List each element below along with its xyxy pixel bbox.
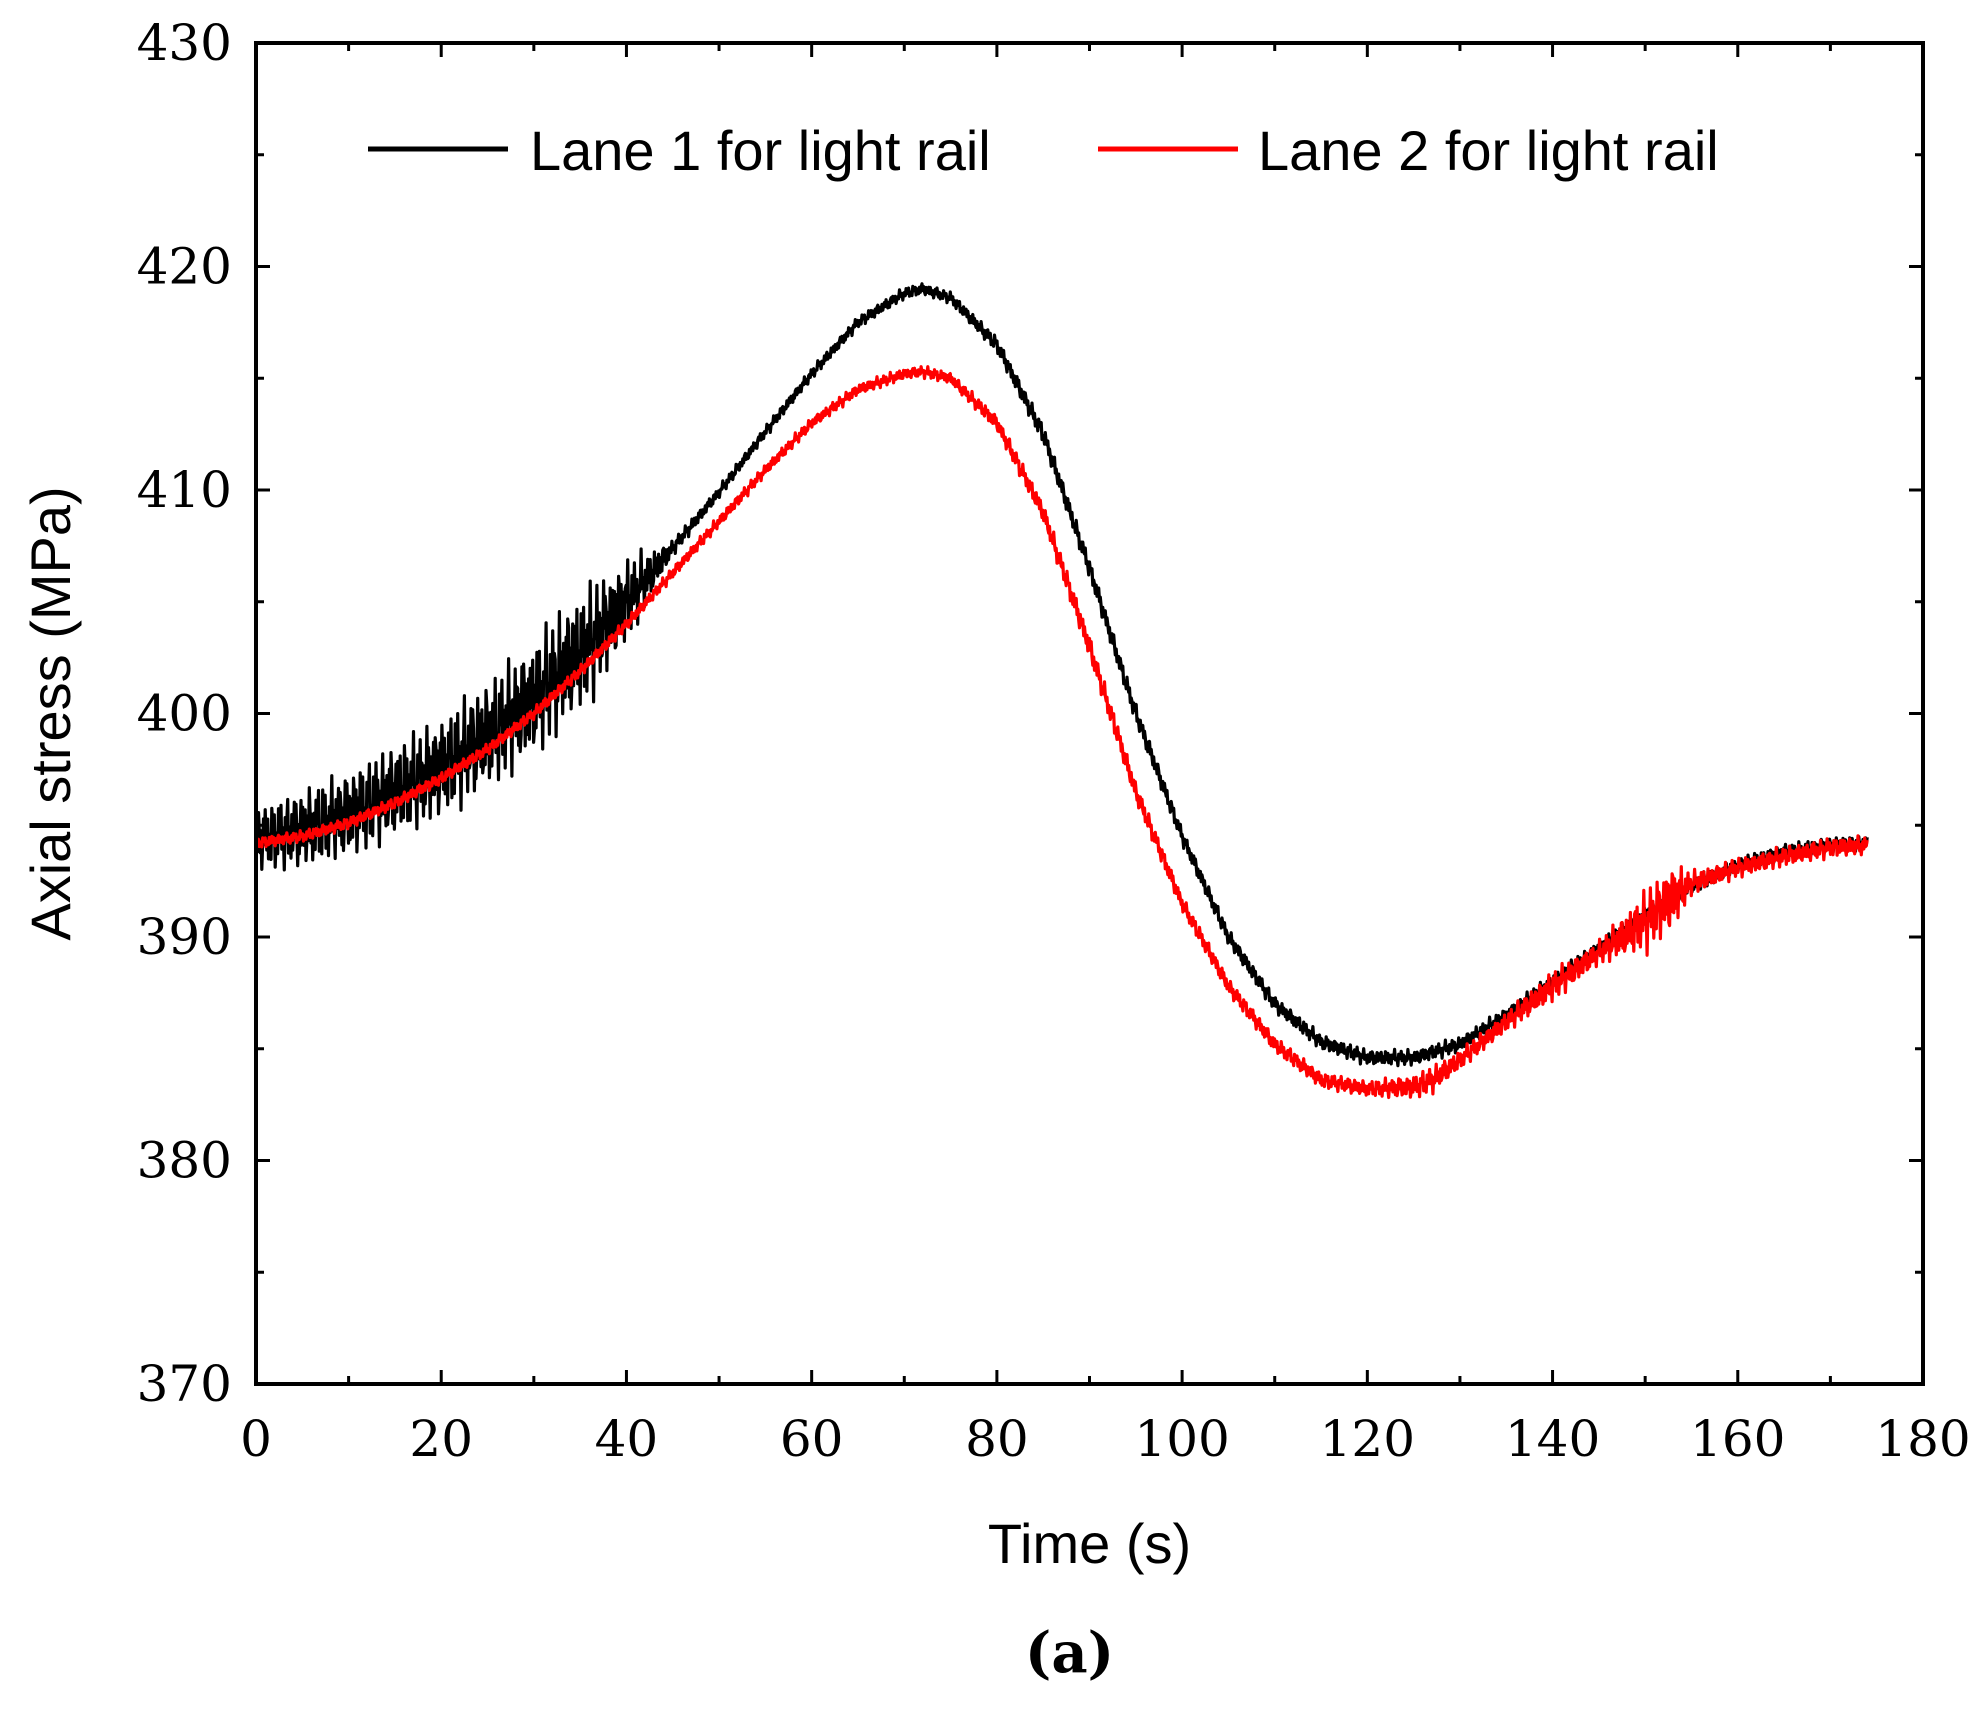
x-tick-label: 80 (965, 1410, 1029, 1468)
x-tick-label: 40 (595, 1410, 659, 1468)
series-layer (254, 282, 1869, 1100)
x-tick-label: 60 (780, 1410, 844, 1468)
y-axis-title: Axial stress (MPa) (19, 486, 82, 940)
ticks-layer: 0 20 40 60 80 100 120 140 160 180 370 380 390 400 410 4… (137, 14, 1971, 1468)
series-line-lane-2 (254, 365, 1869, 1100)
legend: Lane 1 for light rail Lane 2 for light r… (368, 119, 1719, 182)
y-tick-label: 430 (137, 14, 232, 72)
x-tick-label: 120 (1320, 1410, 1415, 1468)
legend-label-lane-1: Lane 1 for light rail (530, 119, 991, 182)
y-tick-label: 380 (137, 1132, 232, 1190)
x-tick-label: 20 (409, 1410, 473, 1468)
x-tick-label: 160 (1690, 1410, 1785, 1468)
x-axis-title: Time (s) (988, 1512, 1191, 1575)
x-tick-label: 140 (1505, 1410, 1600, 1468)
legend-label-lane-2: Lane 2 for light rail (1258, 119, 1719, 182)
x-tick-label: 0 (240, 1410, 272, 1468)
y-tick-label: 420 (137, 238, 232, 296)
x-tick-label: 100 (1134, 1410, 1229, 1468)
figure-caption: (a) (1025, 1620, 1114, 1686)
y-tick-label: 410 (137, 461, 232, 519)
y-tick-label: 390 (137, 908, 232, 966)
x-tick-label: 180 (1875, 1410, 1970, 1468)
y-tick-label: 370 (137, 1355, 232, 1413)
y-tick-label: 400 (137, 685, 232, 743)
